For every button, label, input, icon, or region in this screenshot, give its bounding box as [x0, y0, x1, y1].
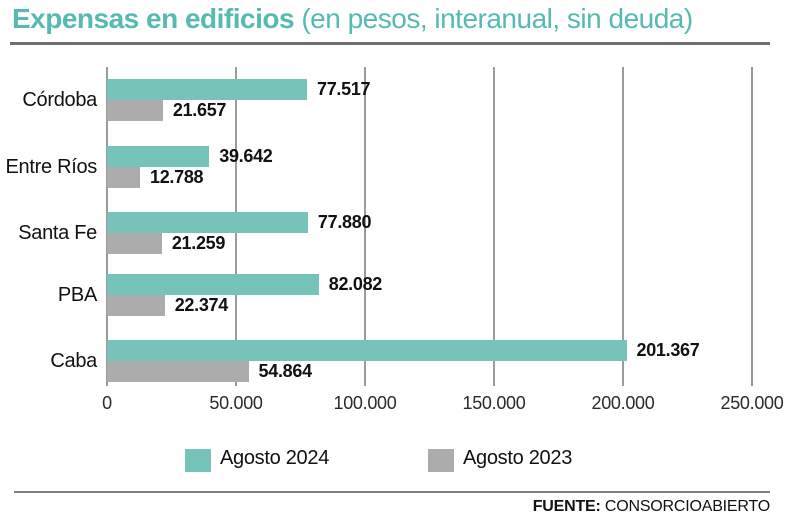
x-tick-label: 0 — [102, 393, 112, 413]
category-label-entre-rios: Entre Ríos — [5, 156, 98, 178]
legend-label-agosto-2024: Agosto 2024 — [220, 447, 330, 469]
footer-divider — [14, 491, 770, 493]
bar-value-label: 22.374 — [174, 295, 229, 315]
bar-value-label: 21.259 — [171, 233, 226, 253]
bar-agosto-2023-santa-fe — [107, 233, 162, 254]
title-divider — [10, 42, 770, 45]
bar-agosto-2024-caba — [107, 340, 627, 361]
category-label-pba: PBA — [57, 284, 97, 306]
x-tick-label: 200.000 — [591, 393, 655, 413]
bar-value-label: 77.880 — [317, 212, 372, 232]
bar-value-label: 12.788 — [149, 167, 204, 187]
bar-value-label: 39.642 — [219, 146, 273, 166]
bar-agosto-2023-entre-rios — [107, 167, 140, 188]
x-tick-label: 250.000 — [720, 393, 784, 413]
bar-agosto-2023-cordoba — [107, 100, 163, 121]
x-tick-label: 100.000 — [333, 393, 397, 413]
source-label: FUENTE: — [532, 498, 601, 515]
chart-title-main: Expensas en edificios — [12, 3, 295, 34]
source-value: CONSORCIOABIERTO — [600, 498, 770, 515]
gridline — [493, 67, 495, 386]
legend-swatch-agosto-2023 — [428, 449, 454, 472]
bar-agosto-2024-pba — [107, 274, 319, 295]
category-label-caba: Caba — [50, 350, 97, 372]
bar-value-label: 21.657 — [172, 100, 227, 120]
bar-value-label: 82.082 — [328, 274, 383, 294]
bar-agosto-2024-santa-fe — [107, 212, 308, 233]
chart-title-subtitle: (en pesos, interanual, sin deuda) — [294, 3, 693, 34]
gridline — [751, 67, 753, 386]
bar-agosto-2023-caba — [107, 361, 249, 382]
category-label-santa-fe: Santa Fe — [18, 222, 97, 244]
source-note: FUENTE: CONSORCIOABIERTO — [532, 498, 771, 516]
page-title: Expensas en edificios (en pesos, interan… — [12, 2, 693, 36]
bar-agosto-2024-cordoba — [107, 79, 307, 100]
bar-value-label: 201.367 — [636, 340, 700, 360]
bar-agosto-2023-pba — [107, 295, 165, 316]
bar-agosto-2024-entre-rios — [107, 146, 210, 167]
x-tick-label: 150.000 — [462, 393, 526, 413]
category-label-cordoba: Córdoba — [22, 89, 97, 111]
legend-swatch-agosto-2024 — [185, 449, 211, 472]
bar-value-label: 54.864 — [258, 361, 313, 381]
gridline — [622, 67, 624, 386]
gridline — [364, 67, 366, 386]
x-tick-label: 50.000 — [209, 393, 263, 413]
bar-value-label: 77.517 — [316, 79, 371, 99]
legend-label-agosto-2023: Agosto 2023 — [463, 447, 573, 469]
